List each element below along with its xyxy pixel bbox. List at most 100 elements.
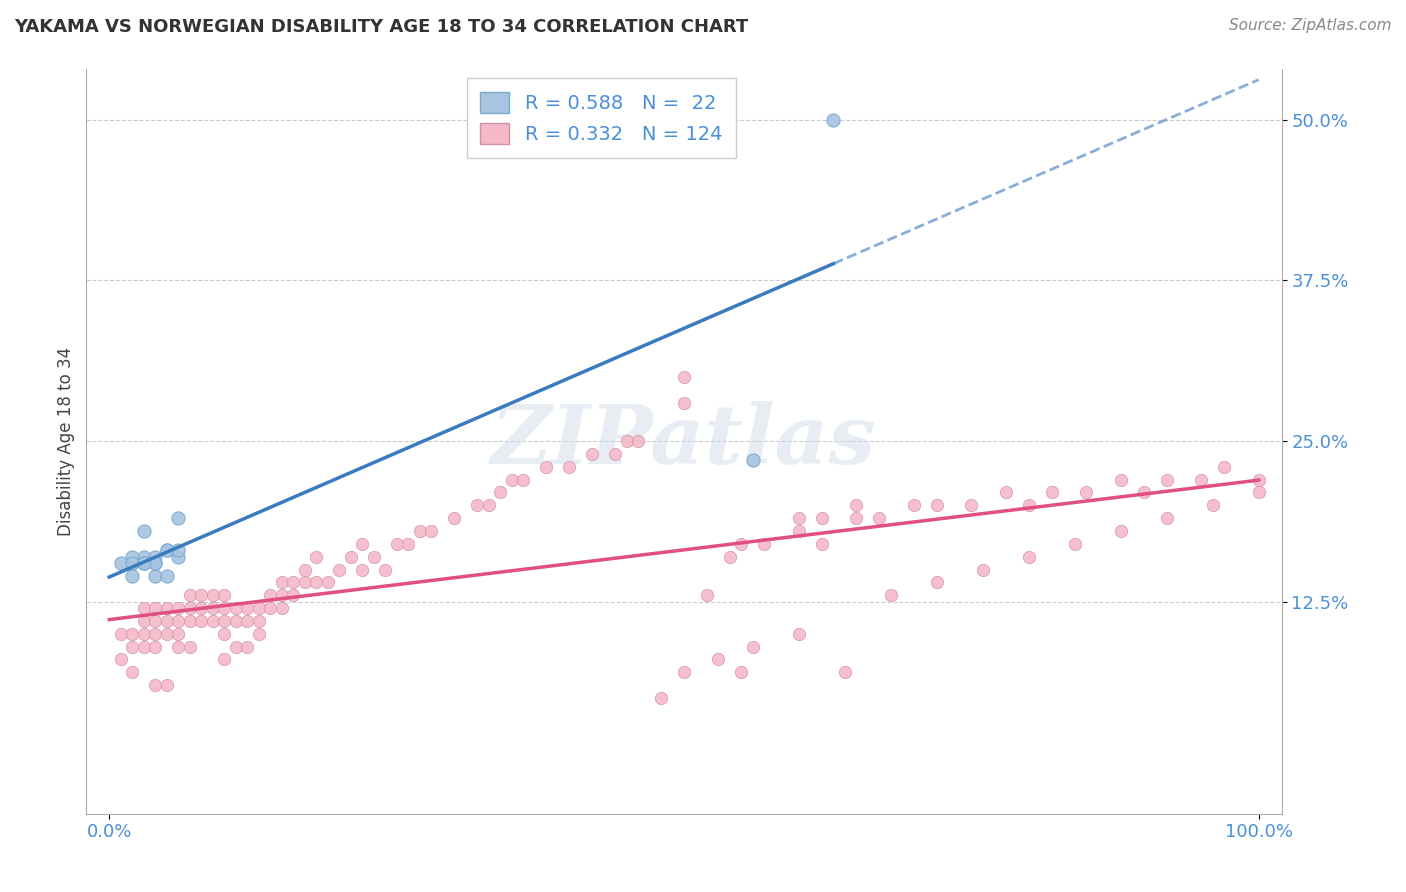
Point bbox=[110, 626, 132, 640]
Point bbox=[787, 511, 810, 525]
Point bbox=[132, 549, 155, 564]
Point bbox=[374, 562, 396, 576]
Point bbox=[730, 665, 752, 680]
Point bbox=[754, 537, 776, 551]
Point bbox=[270, 575, 292, 590]
Point bbox=[121, 556, 143, 570]
Point bbox=[925, 575, 948, 590]
Point bbox=[1247, 473, 1270, 487]
Point bbox=[201, 588, 224, 602]
Point bbox=[1109, 473, 1132, 487]
Point bbox=[212, 588, 235, 602]
Point bbox=[121, 626, 143, 640]
Point bbox=[1213, 459, 1236, 474]
Point bbox=[167, 614, 190, 628]
Point bbox=[420, 524, 443, 538]
Point bbox=[672, 369, 695, 384]
Point bbox=[1156, 511, 1178, 525]
Point bbox=[132, 556, 155, 570]
Point bbox=[156, 569, 179, 583]
Point bbox=[811, 537, 834, 551]
Point bbox=[132, 640, 155, 654]
Point bbox=[672, 665, 695, 680]
Point bbox=[132, 556, 155, 570]
Point bbox=[845, 511, 868, 525]
Point bbox=[132, 626, 155, 640]
Point bbox=[1156, 473, 1178, 487]
Point bbox=[730, 537, 752, 551]
Point bbox=[558, 459, 581, 474]
Point bbox=[696, 588, 718, 602]
Point bbox=[603, 447, 626, 461]
Y-axis label: Disability Age 18 to 34: Disability Age 18 to 34 bbox=[58, 346, 75, 535]
Point bbox=[925, 498, 948, 512]
Point bbox=[339, 549, 361, 564]
Point bbox=[1189, 473, 1212, 487]
Point bbox=[121, 569, 143, 583]
Point bbox=[672, 395, 695, 409]
Point bbox=[1076, 485, 1098, 500]
Point bbox=[903, 498, 925, 512]
Point bbox=[121, 640, 143, 654]
Point bbox=[212, 614, 235, 628]
Point bbox=[156, 543, 179, 558]
Point bbox=[236, 640, 259, 654]
Point bbox=[316, 575, 339, 590]
Point bbox=[718, 549, 741, 564]
Point bbox=[110, 652, 132, 666]
Point bbox=[132, 614, 155, 628]
Point bbox=[283, 575, 305, 590]
Point bbox=[283, 588, 305, 602]
Point bbox=[225, 614, 247, 628]
Point bbox=[363, 549, 385, 564]
Point bbox=[270, 601, 292, 615]
Point bbox=[143, 556, 166, 570]
Point bbox=[143, 556, 166, 570]
Point bbox=[201, 601, 224, 615]
Point bbox=[960, 498, 983, 512]
Text: ZIPatlas: ZIPatlas bbox=[491, 401, 877, 481]
Point bbox=[1063, 537, 1085, 551]
Point bbox=[1247, 485, 1270, 500]
Point bbox=[167, 543, 190, 558]
Point bbox=[143, 601, 166, 615]
Point bbox=[352, 562, 374, 576]
Point bbox=[212, 601, 235, 615]
Point bbox=[270, 588, 292, 602]
Point bbox=[225, 640, 247, 654]
Point bbox=[143, 614, 166, 628]
Point bbox=[650, 690, 672, 705]
Point bbox=[534, 459, 557, 474]
Point bbox=[143, 640, 166, 654]
Point bbox=[1040, 485, 1063, 500]
Legend: R = 0.588   N =  22, R = 0.332   N = 124: R = 0.588 N = 22, R = 0.332 N = 124 bbox=[467, 78, 737, 158]
Point bbox=[167, 549, 190, 564]
Point bbox=[121, 549, 143, 564]
Point bbox=[167, 626, 190, 640]
Point bbox=[259, 588, 281, 602]
Point bbox=[880, 588, 903, 602]
Point bbox=[305, 575, 328, 590]
Point bbox=[179, 640, 201, 654]
Point bbox=[121, 665, 143, 680]
Point bbox=[1202, 498, 1225, 512]
Point bbox=[167, 511, 190, 525]
Point bbox=[259, 601, 281, 615]
Point bbox=[408, 524, 430, 538]
Point bbox=[443, 511, 465, 525]
Point bbox=[143, 549, 166, 564]
Point bbox=[1018, 549, 1040, 564]
Point bbox=[212, 652, 235, 666]
Point bbox=[121, 556, 143, 570]
Point bbox=[787, 626, 810, 640]
Point bbox=[179, 588, 201, 602]
Point bbox=[156, 678, 179, 692]
Point bbox=[512, 473, 534, 487]
Text: Source: ZipAtlas.com: Source: ZipAtlas.com bbox=[1229, 18, 1392, 33]
Point bbox=[247, 626, 270, 640]
Point bbox=[972, 562, 994, 576]
Point bbox=[501, 473, 523, 487]
Point bbox=[396, 537, 419, 551]
Point bbox=[294, 562, 316, 576]
Point bbox=[385, 537, 408, 551]
